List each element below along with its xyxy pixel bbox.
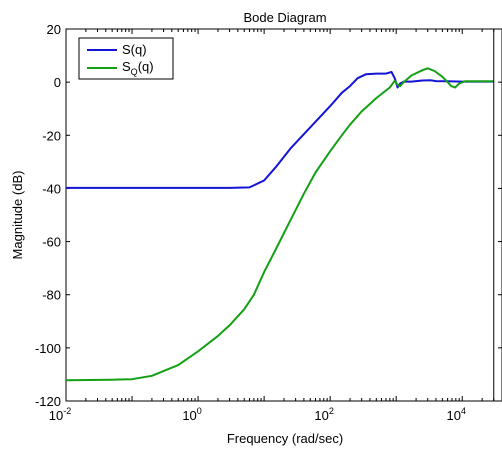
series-line-1 [65, 67, 494, 382]
y-axis: 20 0 -20 -40 -60 -80 -100 -120 [35, 22, 502, 409]
x-tick-label: 104 [446, 406, 465, 423]
legend-label-s-q: S(q) [122, 42, 147, 57]
legend-label-sq-sub: Q [131, 67, 138, 77]
y-tick-label: -20 [42, 128, 61, 143]
y-tick-label: -80 [42, 288, 61, 303]
legend-box [78, 37, 174, 80]
plot-area [65, 28, 502, 402]
x-axis: 10-2 100 102 104 [49, 29, 502, 423]
x-tick-label: 100 [182, 406, 201, 423]
x-tick-label: 102 [314, 406, 333, 423]
y-tick-label: -100 [35, 341, 61, 356]
x-tick-label: 10-2 [49, 406, 71, 423]
y-tick-label: -40 [42, 181, 61, 196]
y-tick-label: 20 [47, 22, 61, 37]
x-axis-label: Frequency (rad/sec) [227, 431, 343, 446]
y-axis-label: Magnitude (dB) [10, 171, 25, 260]
y-tick-label: 0 [54, 75, 61, 90]
series-layer [65, 67, 494, 382]
legend-label-sq-q: SQ(q) [122, 59, 154, 77]
legend-label-sq-main: S [122, 59, 131, 74]
y-tick-label: -60 [42, 235, 61, 250]
y-tick-label: -120 [35, 394, 61, 409]
chart-title: Bode Diagram [243, 10, 326, 25]
legend: S(q) SQ(q) [78, 37, 174, 80]
series-line-0 [66, 71, 494, 189]
legend-label-sq-suffix: (q) [138, 59, 154, 74]
